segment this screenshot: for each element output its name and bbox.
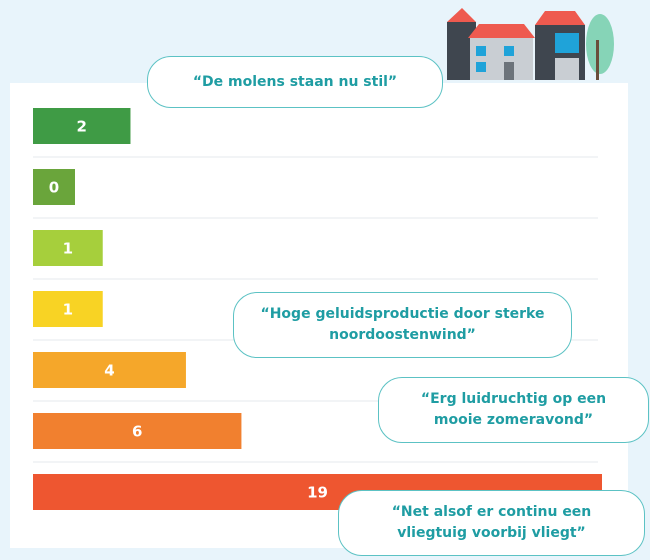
bar-label: 1 <box>63 301 73 319</box>
quote-bubble: “De molens staan nu stil” <box>147 56 443 108</box>
quote-bubble: “Hoge geluidsproductie door sterke noord… <box>233 292 572 358</box>
bar-label: 1 <box>63 240 73 258</box>
bar-label: 4 <box>104 362 114 380</box>
houses-illustration <box>447 8 614 80</box>
bar-label: 0 <box>49 179 59 197</box>
quote-bubble: “Net alsof er continu een vliegtuig voor… <box>338 490 645 556</box>
page: 20114619 (() => { const data = JSON.pars… <box>0 0 650 560</box>
bar-label: 2 <box>77 118 87 136</box>
bar-label: 19 <box>307 484 328 502</box>
bar-label: 6 <box>132 423 142 441</box>
quote-bubble: “Erg luidruchtig op een mooie zomeravond… <box>378 377 649 443</box>
